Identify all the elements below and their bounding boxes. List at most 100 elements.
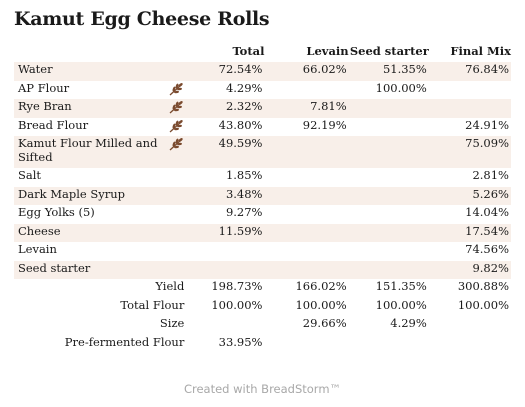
ingredient-row: Water 72.54% 66.02% 51.35% 76.84% bbox=[14, 62, 511, 81]
total-value: 1.85% bbox=[225, 168, 263, 182]
summary-row: Yield 198.73% 166.02% 151.35% 300.88% bbox=[14, 279, 511, 298]
levain-value: 92.19% bbox=[302, 117, 347, 132]
summary-label: Total Flour bbox=[120, 297, 185, 312]
ingredient-name: Kamut Flour Milled and Sifted bbox=[14, 136, 165, 168]
wheat-grain-icon bbox=[168, 138, 184, 154]
summary-row: Size 29.66% 4.29% bbox=[14, 316, 511, 335]
ingredient-row: AP Flour 4.29% 100.00% bbox=[14, 81, 511, 100]
total-value: 43.80% bbox=[218, 117, 263, 132]
ingredient-name: Salt bbox=[18, 168, 42, 182]
levain-value bbox=[264, 136, 349, 168]
seed-value bbox=[348, 260, 429, 279]
summary-levain-value: 166.02% bbox=[295, 279, 347, 293]
seed-starter-header: Seed starter bbox=[349, 44, 429, 58]
total-value: 4.29% bbox=[225, 80, 263, 95]
seed-value: 51.35% bbox=[348, 62, 429, 81]
summary-levain-value: 29.66% bbox=[302, 316, 347, 330]
wheat-grain-icon bbox=[168, 82, 184, 99]
total-value: 72.54% bbox=[188, 62, 265, 81]
seed-value bbox=[349, 242, 429, 261]
icon-header bbox=[164, 43, 188, 62]
ingredient-name: Dark Maple Syrup bbox=[14, 186, 165, 205]
summary-seed-value: 100.00% bbox=[375, 297, 427, 312]
formula-table: Total Levain Seed starter Final Mix Wate… bbox=[14, 43, 511, 353]
ingredient-name: Seed starter bbox=[14, 260, 165, 279]
ingredient-name: Egg Yolks (5) bbox=[18, 205, 95, 219]
table-header-row: Total Levain Seed starter Final Mix bbox=[14, 43, 511, 62]
summary-final-value bbox=[429, 335, 511, 354]
created-with-footer: Created with BreadStorm™ bbox=[183, 382, 342, 396]
summary-row: Total Flour 100.00% 100.00% 100.00% 100.00% bbox=[14, 298, 511, 317]
summary-total-value: 198.73% bbox=[211, 279, 263, 293]
seed-value bbox=[348, 136, 429, 168]
final-value: 75.09% bbox=[428, 136, 511, 168]
wheat-grain-icon bbox=[168, 119, 184, 136]
ingredient-row: Egg Yolks (5) 9.27% 14.04% bbox=[14, 205, 511, 224]
summary-final-value: 300.88% bbox=[457, 279, 509, 293]
final-value: 9.82% bbox=[428, 260, 511, 279]
summary-seed-value: 4.29% bbox=[390, 316, 427, 330]
summary-final-value: 100.00% bbox=[457, 297, 509, 312]
ingredient-row: Salt 1.85% 2.81% bbox=[14, 168, 511, 187]
icon-cell bbox=[164, 223, 189, 242]
levain-value bbox=[264, 81, 348, 100]
ingredient-row: Levain 74.56% bbox=[14, 242, 511, 261]
total-value: 11.59% bbox=[188, 223, 265, 242]
icon-cell bbox=[164, 205, 188, 224]
levain-value: 7.81% bbox=[264, 99, 349, 118]
levain-value bbox=[264, 186, 349, 205]
ingredient-name: AP Flour bbox=[18, 80, 70, 95]
ingredient-row: Dark Maple Syrup 3.48% 5.26% bbox=[14, 186, 511, 205]
recipe-title: Kamut Egg Cheese Rolls bbox=[14, 8, 270, 30]
icon-cell bbox=[164, 62, 189, 81]
total-value: 49.59% bbox=[188, 136, 265, 168]
seed-value bbox=[348, 223, 429, 242]
ingredient-row: Bread Flour 43.80% 92.19% 24.91% bbox=[14, 118, 511, 137]
wheat-grain-icon bbox=[168, 101, 184, 117]
ingredient-header bbox=[14, 43, 164, 62]
final-value bbox=[429, 81, 511, 100]
icon-cell bbox=[164, 136, 189, 168]
total-value: 3.48% bbox=[188, 186, 265, 205]
levain-value bbox=[264, 242, 348, 261]
summary-seed-value bbox=[349, 335, 429, 354]
ingredient-name: Levain bbox=[18, 242, 57, 256]
ingredient-name: Cheese bbox=[14, 223, 165, 242]
seed-value bbox=[348, 186, 429, 205]
levain-value bbox=[264, 260, 349, 279]
icon-cell bbox=[164, 260, 189, 279]
total-value: 2.32% bbox=[188, 99, 265, 118]
icon-cell bbox=[164, 118, 188, 137]
levain-value bbox=[264, 168, 348, 187]
final-value: 14.04% bbox=[465, 205, 509, 219]
seed-value: 100.00% bbox=[375, 80, 427, 95]
icon-cell bbox=[164, 81, 188, 100]
levain-value bbox=[264, 205, 348, 224]
total-header: Total bbox=[232, 44, 265, 58]
seed-value bbox=[348, 99, 429, 118]
icon-cell bbox=[164, 242, 188, 261]
seed-value bbox=[349, 168, 429, 187]
ingredient-name: Bread Flour bbox=[18, 117, 89, 132]
total-value bbox=[188, 260, 265, 279]
icon-cell bbox=[164, 186, 189, 205]
final-value: 2.81% bbox=[472, 168, 509, 182]
seed-value bbox=[349, 118, 429, 137]
ingredient-row: Rye Bran 2.32% 7.81% bbox=[14, 99, 511, 118]
ingredient-row: Kamut Flour Milled and Sifted 49.59% 75.09… bbox=[14, 136, 511, 168]
ingredient-row: Cheese 11.59% 17.54% bbox=[14, 223, 511, 242]
summary-label: Size bbox=[159, 316, 185, 330]
final-value: 74.56% bbox=[465, 242, 509, 256]
final-mix-header: Final Mix bbox=[450, 44, 511, 58]
total-value: 9.27% bbox=[225, 205, 263, 219]
levain-header: Levain bbox=[306, 44, 349, 58]
summary-levain-value bbox=[264, 335, 348, 354]
seed-value bbox=[349, 205, 429, 224]
ingredient-row: Seed starter 9.82% bbox=[14, 260, 511, 279]
levain-value bbox=[264, 223, 349, 242]
summary-row: Pre-fermented Flour 33.95% bbox=[14, 335, 511, 354]
summary-final-value bbox=[429, 316, 511, 335]
summary-total-value bbox=[188, 316, 264, 335]
ingredient-name: Water bbox=[14, 62, 165, 81]
icon-cell bbox=[164, 168, 188, 187]
